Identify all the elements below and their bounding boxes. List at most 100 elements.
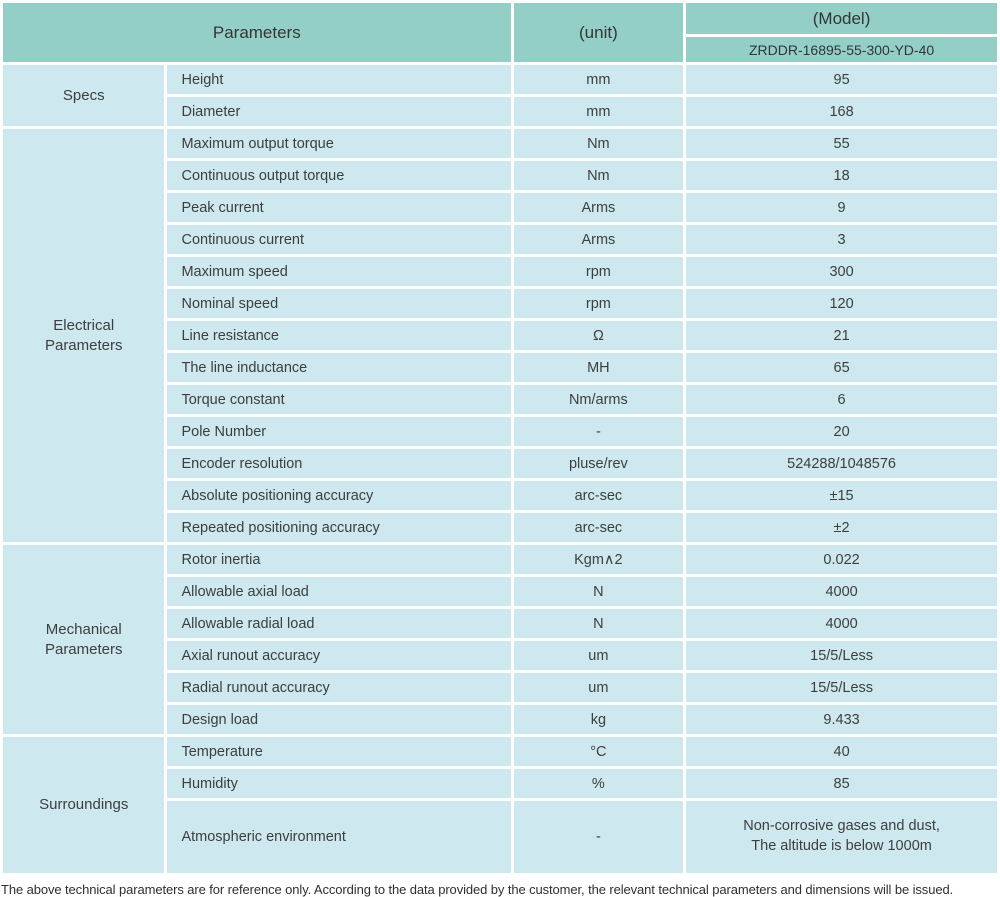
value-cell: 55 <box>686 129 997 158</box>
value-cell: Non-corrosive gases and dust, The altitu… <box>686 801 997 873</box>
param-cell: Peak current <box>167 193 511 222</box>
unit-cell: Arms <box>513 225 684 254</box>
value-cell: 95 <box>686 65 997 94</box>
value-cell: 18 <box>686 161 997 190</box>
group-cell-electrical: Electrical Parameters <box>3 129 165 542</box>
unit-cell: mm <box>513 97 684 126</box>
value-cell: 15/5/Less <box>686 673 997 702</box>
group-label: Specs <box>62 86 105 104</box>
table-row: Allowable radial load N 4000 <box>3 609 997 638</box>
unit-cell: % <box>513 769 684 798</box>
param-cell: Maximum speed <box>167 257 511 286</box>
value-cell: 168 <box>686 97 997 126</box>
param-cell: Design load <box>167 705 511 734</box>
value-cell: 40 <box>686 737 997 766</box>
param-cell: Continuous current <box>167 225 511 254</box>
table-row: Mechanical Parameters Rotor inertia Kgm∧… <box>3 545 997 734</box>
table-row: Continuous current Arms 3 <box>3 225 997 254</box>
group-cell-surroundings: Surroundings <box>3 737 165 873</box>
parameters-header: Parameters <box>3 3 511 62</box>
table-row: Pole Number - 20 <box>3 417 997 446</box>
param-cell: Temperature <box>167 737 511 766</box>
param-cell: Pole Number <box>167 417 511 446</box>
value-line: The altitude is below 1000m <box>751 838 932 854</box>
value-cell: 15/5/Less <box>686 641 997 670</box>
table-row: Peak current Arms 9 <box>3 193 997 222</box>
table-row: Continuous output torque Nm 18 <box>3 161 997 190</box>
param-cell: Atmospheric environment <box>167 801 511 873</box>
group-cell-specs: Specs <box>3 65 165 126</box>
table-row: Torque constant Nm/arms 6 <box>3 385 997 414</box>
param-cell: Line resistance <box>167 321 511 350</box>
unit-cell: - <box>513 417 684 446</box>
unit-cell: um <box>513 673 684 702</box>
param-cell: Height <box>167 65 511 94</box>
value-cell: 4000 <box>686 609 997 638</box>
table-row: Line resistance Ω 21 <box>3 321 997 350</box>
value-cell: 4000 <box>686 577 997 606</box>
unit-cell: pluse/rev <box>513 449 684 478</box>
unit-cell: um <box>513 641 684 670</box>
value-cell: 20 <box>686 417 997 446</box>
param-cell: Allowable axial load <box>167 577 511 606</box>
unit-cell: MH <box>513 353 684 382</box>
value-cell: 85 <box>686 769 997 798</box>
disclaimer-note: The above technical parameters are for r… <box>1 882 954 897</box>
value-cell: 524288/1048576 <box>686 449 997 478</box>
param-cell: Repeated positioning accuracy <box>167 513 511 542</box>
unit-cell: Arms <box>513 193 684 222</box>
unit-cell: arc-sec <box>513 513 684 542</box>
table-row: Nominal speed rpm 120 <box>3 289 997 318</box>
param-cell: Absolute positioning accuracy <box>167 481 511 510</box>
param-cell: Humidity <box>167 769 511 798</box>
value-cell: 120 <box>686 289 997 318</box>
unit-cell: Nm <box>513 129 684 158</box>
param-cell: Rotor inertia <box>167 545 511 574</box>
param-cell: The line inductance <box>167 353 511 382</box>
unit-cell: N <box>513 609 684 638</box>
param-cell: Diameter <box>167 97 511 126</box>
table-row: The line inductance MH 65 <box>3 353 997 382</box>
unit-cell: mm <box>513 65 684 94</box>
table-row: Absolute positioning accuracy arc-sec ±1… <box>3 481 997 510</box>
unit-cell: kg <box>513 705 684 734</box>
table-row: Design load kg 9.433 <box>3 705 997 734</box>
param-cell: Maximum output torque <box>167 129 511 158</box>
unit-cell: °C <box>513 737 684 766</box>
value-cell: 65 <box>686 353 997 382</box>
value-cell: 3 <box>686 225 997 254</box>
model-header: (Model) <box>686 3 997 34</box>
unit-cell: rpm <box>513 289 684 318</box>
group-label: Electrical Parameters <box>44 317 123 354</box>
table-row: Specs Height mm 95 <box>3 65 997 126</box>
unit-cell: Nm/arms <box>513 385 684 414</box>
group-label: Mechanical Parameters <box>44 621 123 658</box>
unit-cell: Ω <box>513 321 684 350</box>
param-cell: Nominal speed <box>167 289 511 318</box>
unit-cell: rpm <box>513 257 684 286</box>
table-row: Maximum speed rpm 300 <box>3 257 997 286</box>
unit-cell: Kgm∧2 <box>513 545 684 574</box>
param-cell: Encoder resolution <box>167 449 511 478</box>
unit-cell: N <box>513 577 684 606</box>
header-row-1: Parameters (unit) (Model) <box>3 3 997 62</box>
value-cell: 21 <box>686 321 997 350</box>
table-row: Atmospheric environment - Non-corrosive … <box>3 801 997 873</box>
unit-cell: arc-sec <box>513 481 684 510</box>
value-cell: 9 <box>686 193 997 222</box>
param-cell: Torque constant <box>167 385 511 414</box>
param-cell: Radial runout accuracy <box>167 673 511 702</box>
model-number: ZRDDR-16895-55-300-YD-40 <box>686 37 997 62</box>
param-cell: Axial runout accuracy <box>167 641 511 670</box>
value-cell: 300 <box>686 257 997 286</box>
unit-header: (unit) <box>513 3 684 62</box>
table-row: Electrical Parameters Maximum output tor… <box>3 129 997 542</box>
value-cell: 6 <box>686 385 997 414</box>
table-row: Encoder resolution pluse/rev 524288/1048… <box>3 449 997 478</box>
table-row: Surroundings Temperature °C 40 <box>3 737 997 873</box>
table-row: Repeated positioning accuracy arc-sec ±2 <box>3 513 997 542</box>
unit-cell: Nm <box>513 161 684 190</box>
param-cell: Allowable radial load <box>167 609 511 638</box>
param-cell: Continuous output torque <box>167 161 511 190</box>
